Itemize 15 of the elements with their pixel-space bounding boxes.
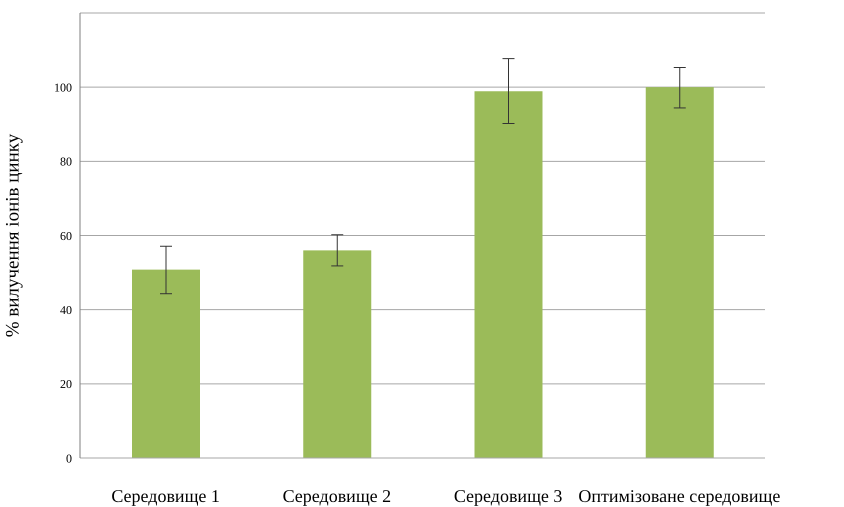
x-tick-label: Середовище 1: [111, 486, 220, 506]
x-tick-label: Середовище 3: [454, 486, 562, 506]
bar: [303, 250, 372, 458]
y-tick-label: 100: [54, 80, 72, 94]
y-tick-label: 0: [66, 451, 72, 466]
bar: [646, 87, 714, 458]
y-tick-label: 20: [60, 377, 72, 392]
y-tick-label: 80: [60, 154, 72, 169]
y-axis-title: % вилучення іонів цинку: [2, 133, 24, 338]
bar: [474, 91, 542, 458]
x-tick-label: Оптимізоване середовище: [578, 486, 780, 506]
y-tick-label: 60: [60, 228, 72, 243]
y-tick-label: 40: [60, 302, 72, 317]
bar: [132, 270, 200, 458]
x-tick-label: Середовище 2: [282, 486, 392, 506]
